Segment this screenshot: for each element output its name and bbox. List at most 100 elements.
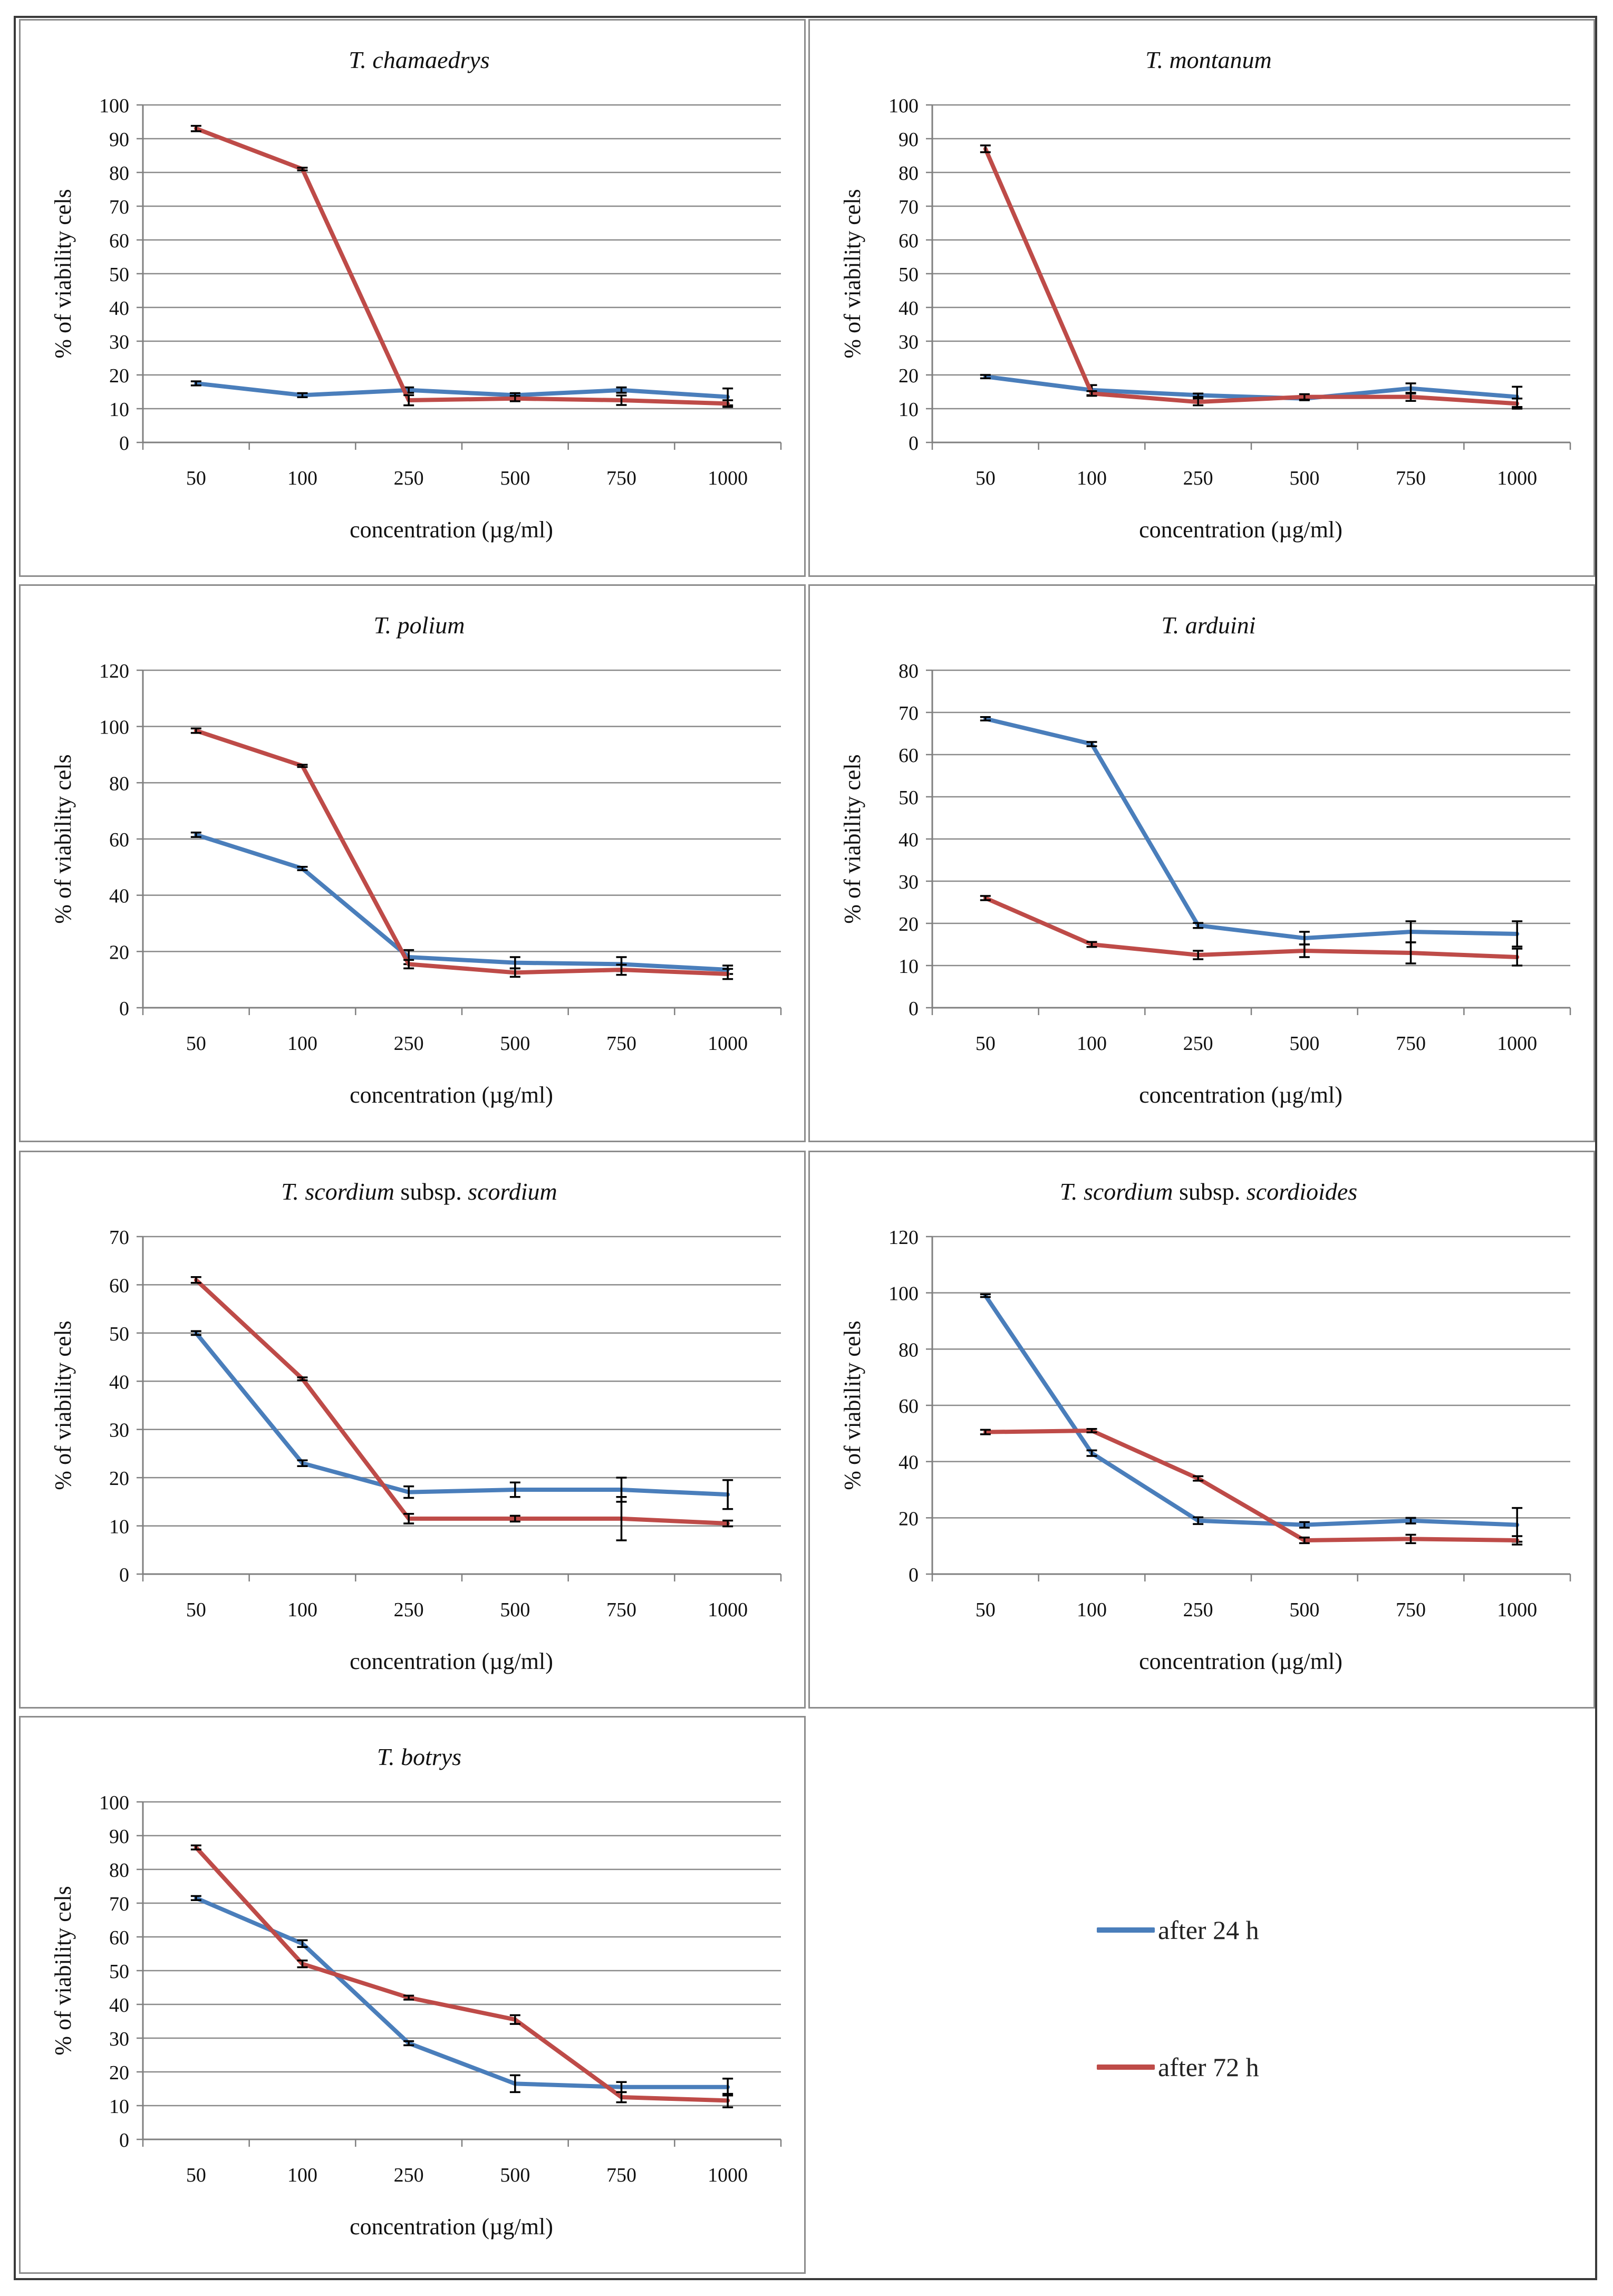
- y-tick-label: 0: [909, 998, 919, 1020]
- y-tick-label: 0: [119, 2129, 129, 2152]
- chart-title-species: T. botrys: [377, 1743, 461, 1770]
- x-axis-label: concentration (µg/ml): [1139, 1082, 1342, 1108]
- y-tick-label: 50: [109, 1961, 129, 1983]
- x-tick-label: 1000: [708, 467, 748, 489]
- y-tick-label: 60: [899, 230, 919, 252]
- chart-title: T. polium: [374, 612, 465, 639]
- x-tick-label: 750: [606, 467, 636, 489]
- legend-item-24h: after 24 h: [1097, 1914, 1259, 1946]
- legend-swatch-72h: [1097, 2065, 1155, 2070]
- series-line: [983, 717, 1520, 940]
- y-tick-label: 20: [109, 2062, 129, 2084]
- y-tick-label: 50: [899, 264, 919, 286]
- chart-title: T. scordium subsp. scordium: [281, 1178, 557, 1205]
- x-tick-label: 50: [186, 2164, 206, 2186]
- y-tick-label: 80: [109, 162, 129, 185]
- y-tick-label: 40: [109, 1994, 129, 2017]
- y-tick-label: 60: [899, 1395, 919, 1417]
- chart-title: T. montanum: [1145, 46, 1271, 73]
- y-axis-label: % of viability cels: [50, 1886, 76, 2055]
- x-tick-label: 1000: [708, 1599, 748, 1621]
- x-tick-label: 500: [1289, 1599, 1319, 1621]
- series-line: [194, 126, 730, 406]
- y-tick-label: 30: [899, 871, 919, 893]
- chart-title: T. scordium subsp. scordioides: [1060, 1178, 1357, 1205]
- series-line: [194, 833, 730, 972]
- y-tick-label: 20: [109, 941, 129, 963]
- y-tick-label: 90: [899, 129, 919, 151]
- y-axis-label: % of viability cels: [50, 189, 76, 358]
- x-tick-label: 500: [500, 2164, 530, 2186]
- x-tick-label: 250: [1183, 467, 1213, 489]
- y-tick-label: 120: [99, 660, 129, 682]
- x-tick-label: 50: [186, 1599, 206, 1621]
- chart-panel: T. polium 0 20 40 60 80 100 120 50 100 250 500 750 10…: [19, 584, 806, 1142]
- y-tick-label: 100: [99, 717, 129, 739]
- chart-svg: T. scordium subsp. scordium 0 10 20 30 40 50 60…: [50, 1178, 782, 1674]
- chart-title-species: T. scordium: [281, 1178, 394, 1205]
- y-tick-label: 10: [899, 399, 919, 421]
- chart-title: T. arduini: [1162, 612, 1256, 639]
- y-tick-label: 20: [899, 365, 919, 387]
- chart-panel: T. arduini 0 10 20 30 40 50 60 70 80 50 100 250 500 75…: [808, 584, 1595, 1142]
- x-axis-label: concentration (µg/ml): [1139, 517, 1342, 543]
- x-tick-label: 250: [394, 1599, 424, 1621]
- x-tick-label: 750: [606, 1599, 636, 1621]
- y-tick-label: 70: [109, 196, 129, 218]
- chart-title-species: T. polium: [374, 612, 465, 639]
- y-tick-label: 80: [109, 773, 129, 795]
- x-tick-label: 100: [1077, 467, 1107, 489]
- y-axis-label: % of viability cels: [839, 1320, 865, 1490]
- chart-svg: T. botrys 0 10 20 30 40 50 60 70 80 90 100 50 100 250 5…: [50, 1743, 782, 2240]
- y-tick-label: 90: [109, 1826, 129, 1848]
- y-tick-label: 10: [899, 956, 919, 978]
- y-axis-label: % of viability cels: [839, 189, 865, 358]
- x-tick-label: 100: [287, 2164, 317, 2186]
- y-tick-label: 40: [109, 1371, 129, 1393]
- y-tick-label: 50: [109, 1323, 129, 1345]
- series-line: [983, 147, 1520, 406]
- chart-title-species: T. chamaedrys: [349, 46, 489, 73]
- chart-title-species: T. scordium: [1060, 1178, 1173, 1205]
- chart-title-subsp: subsp.: [1173, 1178, 1246, 1205]
- x-tick-label: 1000: [708, 2164, 748, 2186]
- chart-panel: T. botrys 0 10 20 30 40 50 60 70 80 90 100 50 100 250 5…: [19, 1716, 806, 2274]
- y-tick-label: 50: [109, 264, 129, 286]
- x-tick-label: 1000: [708, 1033, 748, 1055]
- y-tick-label: 10: [109, 2096, 129, 2118]
- x-tick-label: 250: [1183, 1033, 1213, 1055]
- x-tick-label: 500: [500, 467, 530, 489]
- y-tick-label: 20: [109, 365, 129, 387]
- x-axis-label: concentration (µg/ml): [350, 1082, 553, 1108]
- x-tick-label: 50: [186, 467, 206, 489]
- series-line: [983, 374, 1520, 401]
- x-tick-label: 50: [975, 1033, 996, 1055]
- chart-svg: T. montanum 0 10 20 30 40 50 60 70 80 90 100 50 100 25…: [839, 46, 1571, 543]
- y-tick-label: 70: [109, 1893, 129, 1915]
- y-tick-label: 40: [899, 829, 919, 851]
- y-tick-label: 40: [899, 1452, 919, 1474]
- y-tick-label: 90: [109, 129, 129, 151]
- chart-svg: T. chamaedrys 0 10 20 30 40 50 60 70 80 90 100 50 100…: [50, 46, 782, 543]
- legend-swatch-24h: [1097, 1927, 1155, 1933]
- y-tick-label: 70: [899, 702, 919, 725]
- y-tick-label: 100: [888, 95, 919, 117]
- x-tick-label: 250: [394, 2164, 424, 2186]
- y-tick-label: 40: [109, 297, 129, 320]
- legend-label-24h: after 24 h: [1158, 1915, 1259, 1945]
- x-tick-label: 750: [1396, 467, 1426, 489]
- x-axis-label: concentration (µg/ml): [350, 2214, 553, 2240]
- series-line: [194, 1896, 730, 2089]
- y-tick-label: 80: [899, 1339, 919, 1361]
- y-tick-label: 80: [899, 660, 919, 682]
- y-tick-label: 10: [109, 1516, 129, 1538]
- x-tick-label: 750: [606, 2164, 636, 2186]
- chart-title-species: T. montanum: [1145, 46, 1271, 73]
- x-axis-label: concentration (µg/ml): [350, 1648, 553, 1674]
- x-tick-label: 250: [394, 467, 424, 489]
- y-tick-label: 10: [109, 399, 129, 421]
- x-tick-label: 100: [287, 1599, 317, 1621]
- x-tick-label: 100: [287, 467, 317, 489]
- chart-svg: T. scordium subsp. scordioides 0 20 40 60 80 1…: [839, 1178, 1571, 1674]
